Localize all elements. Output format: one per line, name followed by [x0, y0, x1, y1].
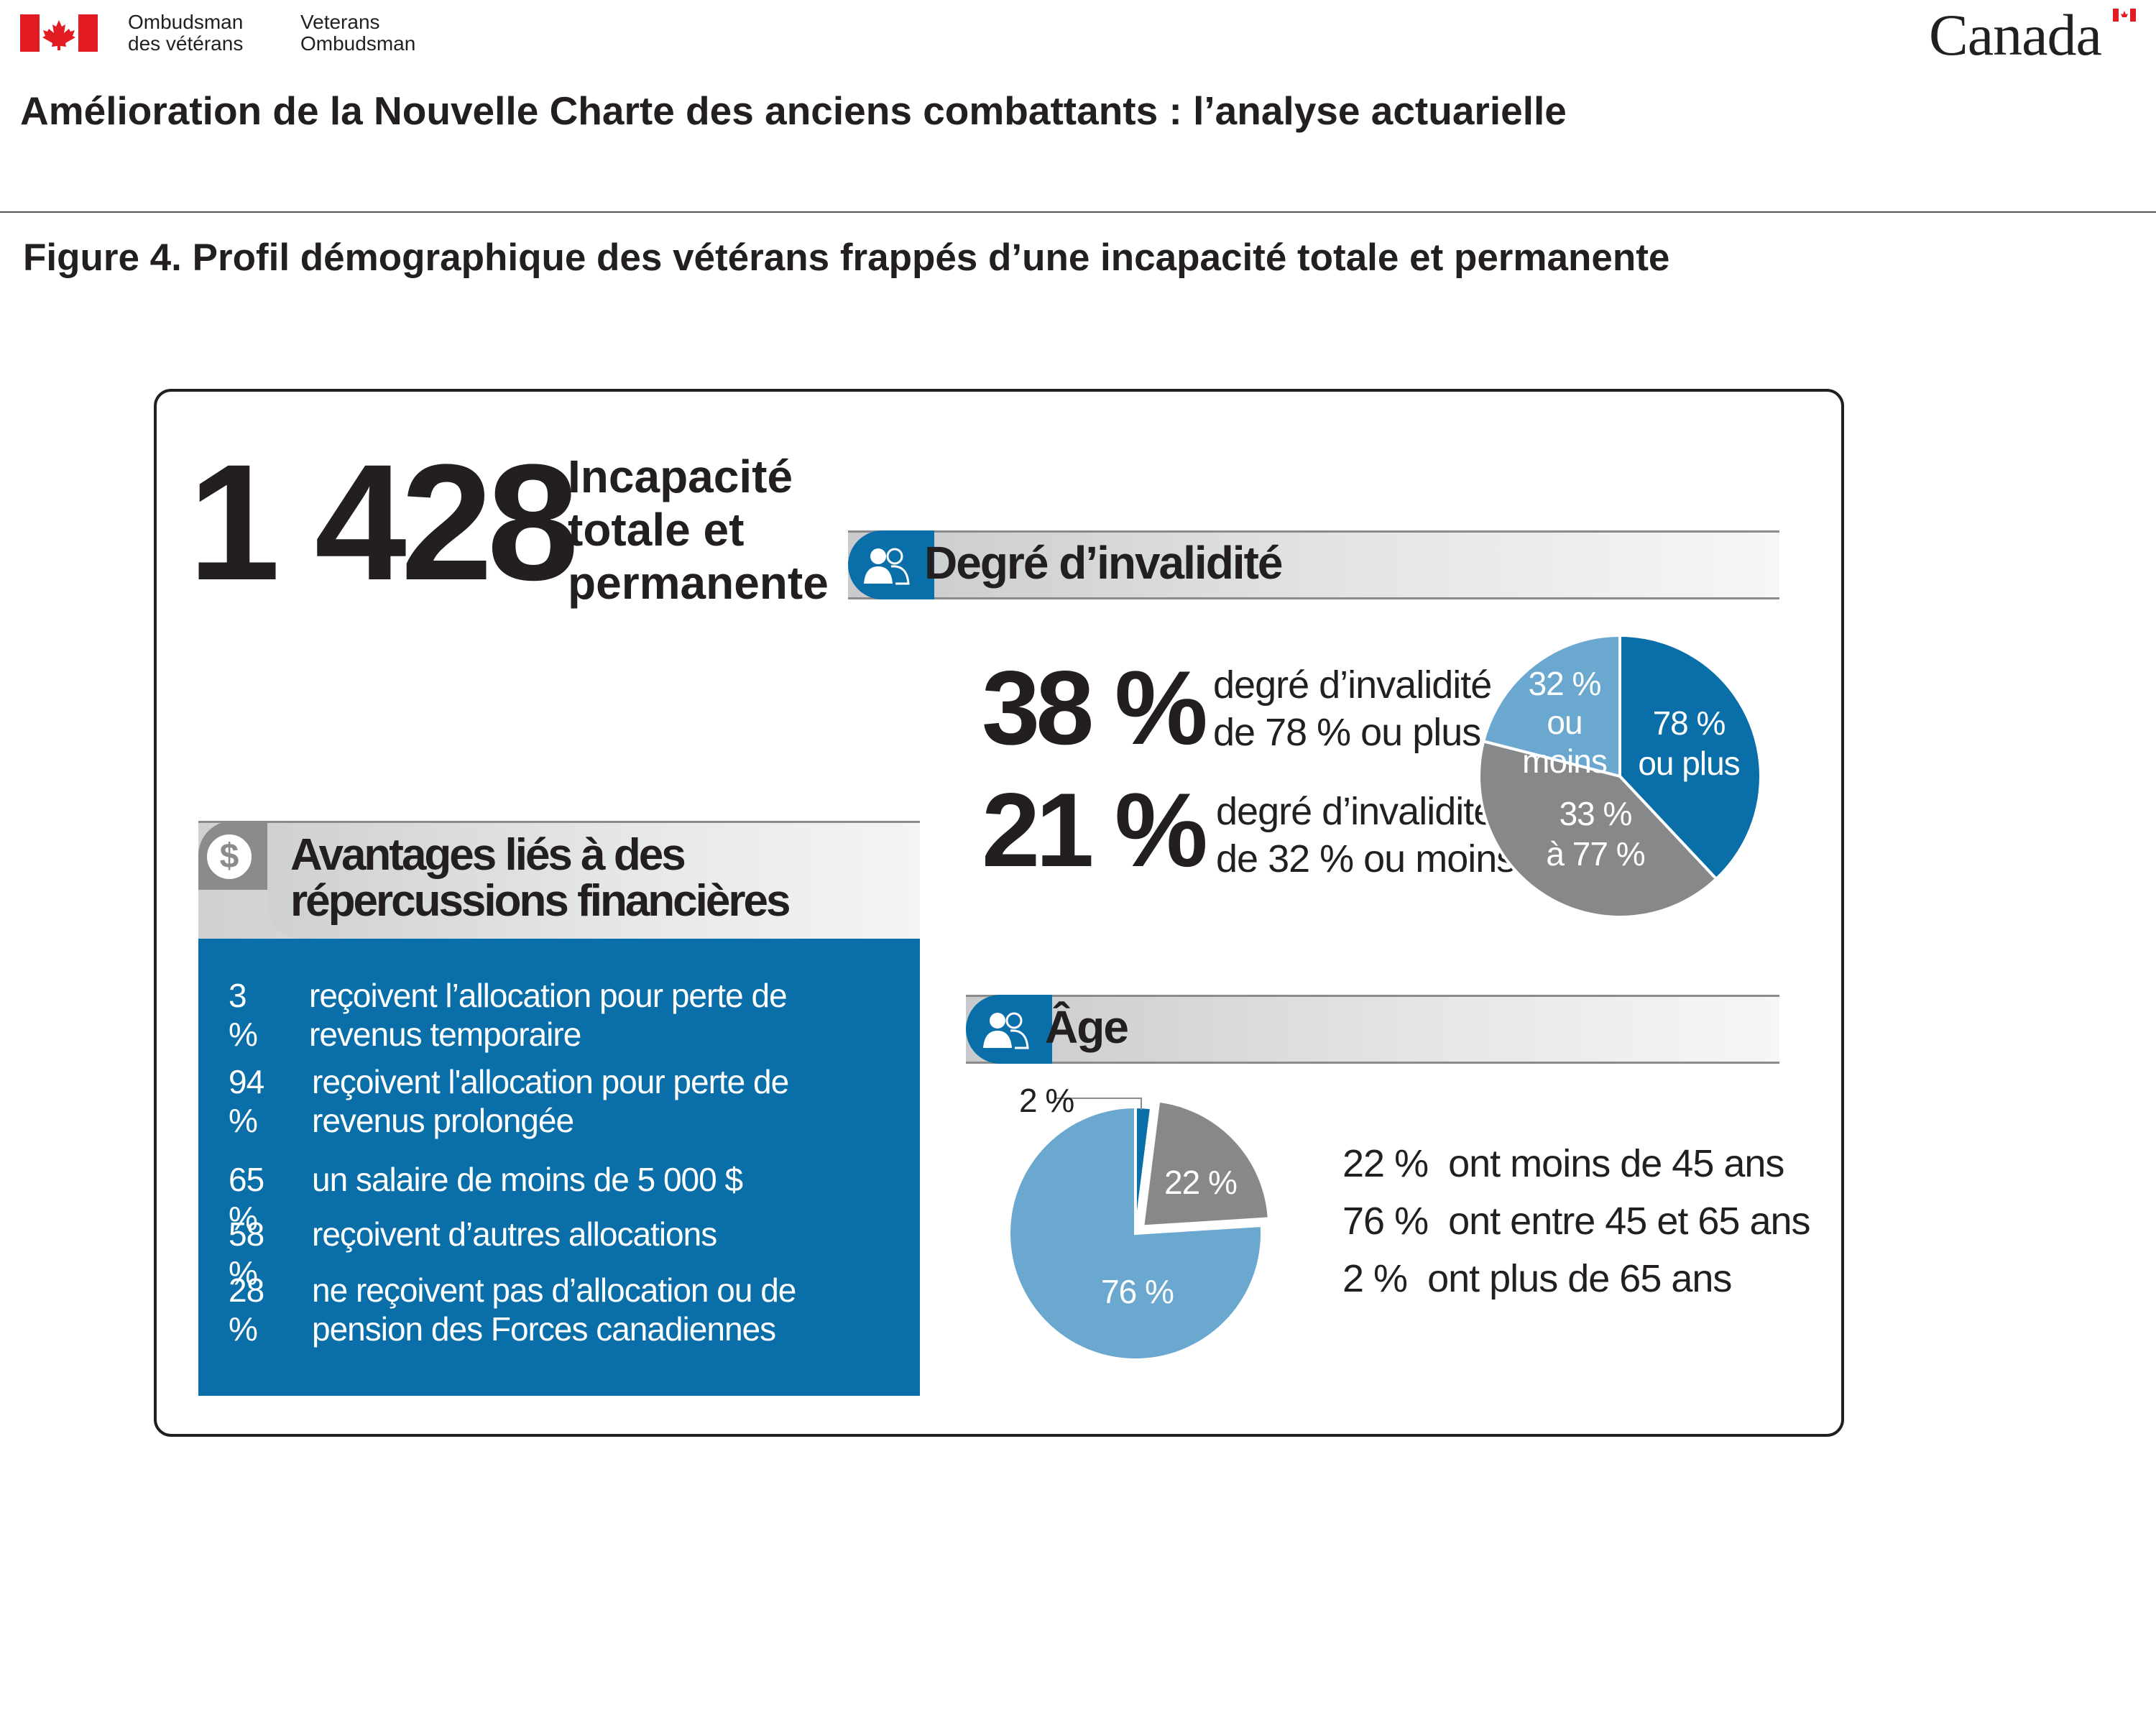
finance-item-text: reçoivent l'allocation pour perte de rev…: [312, 1062, 789, 1140]
disability-slice-label-high: 78 % ou plus: [1631, 703, 1746, 783]
total-count: 1 428: [188, 430, 579, 615]
finance-item-line1: reçoivent l'allocation pour perte de: [312, 1063, 789, 1100]
stat2-desc: degré d’invalidité de 32 % ou moins: [1216, 788, 1516, 883]
people-icon: [864, 548, 910, 585]
total-label-line3: permanente: [568, 557, 829, 609]
stat2-desc-line2: de 32 % ou moins: [1216, 837, 1516, 880]
pie-slice: [1008, 1105, 1263, 1361]
age-slice-label-45-65: 76 %: [1101, 1273, 1174, 1310]
finance-header-inner: [267, 821, 920, 939]
finance-item-line1: reçoivent l’allocation pour perte de: [309, 977, 788, 1014]
age-line-pct: 2 %: [1342, 1257, 1408, 1300]
department-name-en: Veterans Ombudsman: [300, 12, 415, 55]
wordmark-flag-icon: [2113, 9, 2136, 22]
age-line-over65: 2 % ont plus de 65 ans: [1342, 1256, 1732, 1301]
age-section-cap: [966, 995, 1052, 1064]
stat2-pct: 21 %: [982, 771, 1208, 888]
stat1-desc-line1: degré d’invalidité: [1213, 663, 1492, 707]
age-line-text: ont plus de 65 ans: [1427, 1257, 1732, 1300]
infographic-panel: [154, 389, 1844, 1437]
dept-fr-line1: Ombudsman: [128, 11, 244, 33]
finance-title: Avantages liés à des répercussions finan…: [290, 830, 791, 926]
slice-low-line1: 32 %: [1528, 665, 1602, 702]
finance-item-text: reçoivent d’autres allocations: [312, 1215, 717, 1254]
finance-item-line1: ne reçoivent pas d’allocation ou de: [312, 1271, 796, 1309]
finance-item-pct: 28 %: [229, 1271, 264, 1348]
figure-title: Figure 4. Profil démographique des vétér…: [23, 236, 1670, 279]
finance-item-pct: 94 %: [229, 1063, 264, 1139]
finance-title-line2: répercussions financières: [290, 876, 791, 926]
slice-mid-line2: à 77 %: [1546, 835, 1645, 873]
age-line-text: ont moins de 45 ans: [1448, 1142, 1784, 1185]
dept-en-line1: Veterans: [300, 11, 380, 33]
slice-high-line1: 78 %: [1652, 704, 1726, 742]
disability-slice-label-low: 32 % ou moins: [1503, 664, 1626, 781]
finance-item-pct: 65 %: [229, 1161, 264, 1237]
pie-slice: [1481, 633, 1621, 778]
disability-section-cap: [848, 530, 934, 599]
finance-title-line1: Avantages liés à des: [290, 830, 686, 880]
dept-en-line2: Ombudsman: [300, 32, 416, 55]
total-label: Incapacité totale et permanente: [568, 450, 829, 610]
age-line-under45: 22 % ont moins de 45 ans: [1342, 1141, 1784, 1186]
pie-slice: [1618, 633, 1762, 881]
finance-item-text: reçoivent l’allocation pour perte de rev…: [309, 976, 788, 1054]
header-divider: [0, 211, 2156, 213]
finance-item-line2: pension des Forces canadiennes: [312, 1310, 776, 1348]
stat2-desc-line1: degré d’invalidité: [1216, 790, 1495, 833]
dollar-icon: $: [203, 830, 256, 883]
age-slice-label-over65: 2 %: [1019, 1082, 1074, 1119]
slice-high-line2: ou plus: [1638, 745, 1740, 782]
finance-item-pct: 58 %: [229, 1215, 264, 1292]
age-section-bar: [966, 995, 1779, 1064]
finance-item-text: un salaire de moins de 5 000 $: [312, 1160, 743, 1199]
slice-mid-line1: 33 %: [1559, 795, 1633, 832]
disability-section-bar: [848, 530, 1779, 599]
document-title: Amélioration de la Nouvelle Charte des a…: [20, 88, 1567, 133]
finance-item-text: ne reçoivent pas d’allocation ou de pens…: [312, 1271, 796, 1348]
stat1-pct: 38 %: [982, 649, 1208, 766]
canada-wordmark: Canada: [1929, 2, 2102, 68]
pie-slice: [1478, 739, 1718, 919]
age-line-45-65: 76 % ont entre 45 et 65 ans: [1342, 1199, 1811, 1243]
disability-pie-chart: [1478, 633, 1762, 919]
slice-low-line2: ou moins: [1522, 704, 1608, 780]
dept-fr-line2: des vétérans: [128, 32, 244, 55]
pie-slice: [1141, 1099, 1271, 1228]
disability-section-title: Degré d’invalidité: [924, 537, 1283, 589]
age-slice-label-under45: 22 %: [1164, 1164, 1238, 1201]
age-pie-chart: [1008, 1098, 1271, 1361]
total-label-line1: Incapacité: [568, 451, 793, 502]
stat1-desc: degré d’invalidité de 78 % ou plus: [1213, 661, 1492, 756]
total-label-line2: totale et: [568, 504, 745, 556]
stat1-desc-line2: de 78 % ou plus: [1213, 711, 1481, 754]
finance-item-line1: un salaire de moins de 5 000 $: [312, 1161, 743, 1198]
finance-item-line2: revenus prolongée: [312, 1102, 574, 1139]
age-line-pct: 22 %: [1342, 1142, 1429, 1185]
finance-item-line1: reçoivent d’autres allocations: [312, 1215, 717, 1253]
age-line-text: ont entre 45 et 65 ans: [1448, 1200, 1810, 1243]
canada-flag-icon: [20, 14, 98, 52]
leader-line: [1055, 1098, 1142, 1110]
age-line-pct: 76 %: [1342, 1200, 1429, 1243]
people-icon: [983, 1012, 1029, 1049]
finance-item-line2: revenus temporaire: [309, 1016, 581, 1053]
department-name-fr: Ombudsman des vétérans: [128, 12, 243, 55]
finance-item-pct: 3 %: [229, 977, 258, 1053]
age-section-title: Âge: [1045, 1001, 1129, 1053]
disability-slice-label-mid: 33 % à 77 %: [1538, 794, 1653, 874]
